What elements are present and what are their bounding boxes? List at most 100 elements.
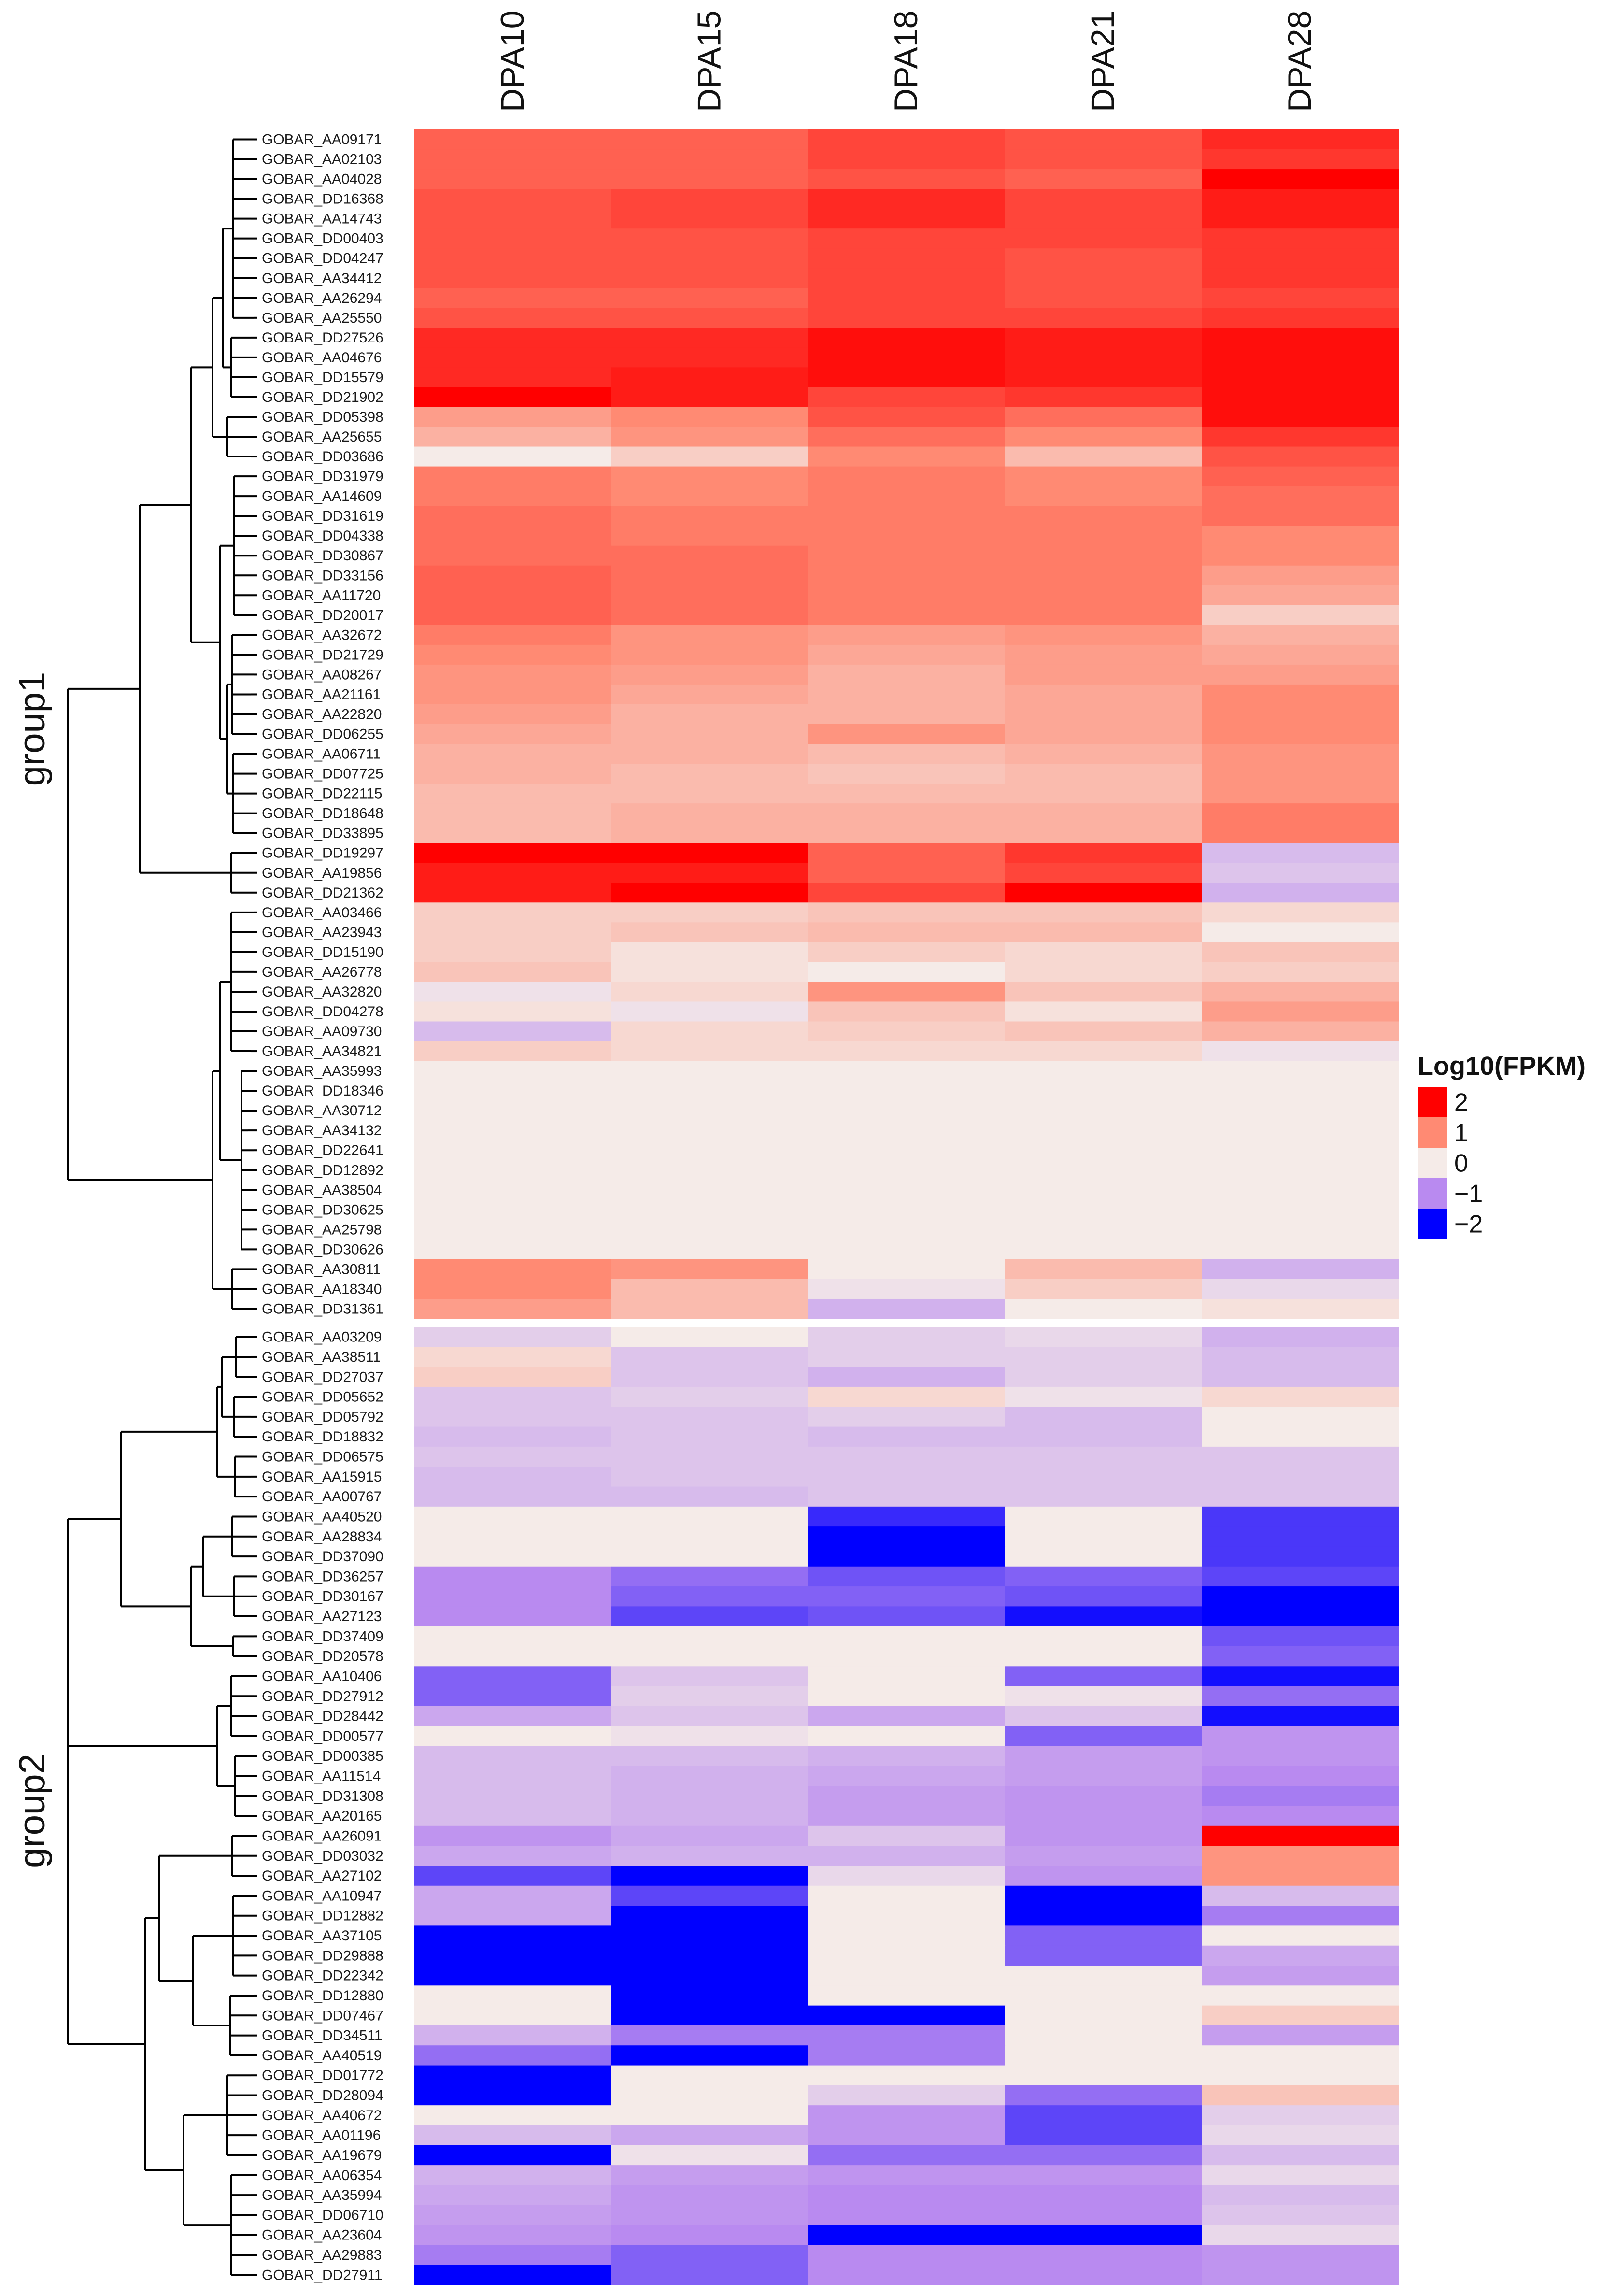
heatmap-cell — [808, 387, 1006, 408]
heatmap-cell — [808, 1666, 1006, 1687]
heatmap-cell — [611, 1347, 808, 1368]
heatmap-cell — [808, 1279, 1006, 1299]
gene-label: GOBAR_DD03032 — [262, 1848, 383, 1864]
gene-label: GOBAR_DD16368 — [262, 191, 383, 207]
heatmap-cell — [414, 2225, 612, 2245]
heatmap-cell — [1202, 2005, 1399, 2026]
heatmap-cell — [1202, 744, 1399, 764]
legend-swatch — [1418, 1117, 1447, 1148]
heatmap-cell — [1005, 625, 1202, 645]
heatmap-cell — [1202, 1686, 1399, 1707]
heatmap-cell — [611, 288, 808, 308]
heatmap-cell — [1005, 1506, 1202, 1527]
heatmap-cell — [414, 1140, 612, 1161]
gene-label: GOBAR_AA29883 — [262, 2247, 382, 2263]
heatmap-cell — [611, 1846, 808, 1867]
heatmap-cell — [1202, 843, 1399, 863]
heatmap-cell — [414, 1506, 612, 1527]
heatmap-cell — [1005, 1606, 1202, 1627]
heatmap-cell — [414, 1081, 612, 1101]
heatmap-cell — [808, 1219, 1006, 1240]
heatmap-cell — [611, 1021, 808, 1042]
heatmap-cell — [1005, 1786, 1202, 1807]
group-labels: group1 group2 — [12, 672, 53, 1868]
heatmap-cell — [808, 446, 1006, 467]
heatmap-cell — [1005, 2005, 1202, 2026]
heatmap-cell — [1202, 1866, 1399, 1886]
heatmap-cell — [1202, 1298, 1399, 1319]
heatmap-cell — [414, 585, 612, 606]
heatmap-cell — [1005, 1566, 1202, 1587]
heatmap-cell — [414, 1686, 612, 1707]
heatmap-cell — [1005, 784, 1202, 804]
heatmap-cell — [414, 1259, 612, 1280]
heatmap-cell — [1202, 1566, 1399, 1587]
heatmap-cell — [1202, 922, 1399, 942]
heatmap-cell — [1005, 328, 1202, 348]
heatmap-cell — [808, 644, 1006, 665]
heatmap-cell — [611, 1467, 808, 1487]
heatmap-cell — [414, 189, 612, 209]
heatmap-cell — [611, 942, 808, 962]
gene-label: GOBAR_AA04028 — [262, 171, 382, 187]
gene-label: GOBAR_AA03466 — [262, 905, 382, 921]
heatmap-cell — [1202, 704, 1399, 725]
heatmap-cell — [808, 1140, 1006, 1161]
heatmap-cell — [1005, 1666, 1202, 1687]
heatmap-cell — [611, 129, 808, 150]
heatmap-cell — [1202, 1407, 1399, 1427]
heatmap-cell — [414, 942, 612, 962]
gene-label: GOBAR_DD04338 — [262, 528, 383, 544]
heatmap-cell — [1202, 1219, 1399, 1240]
heatmap-cell — [414, 1279, 612, 1299]
heatmap-cell — [1005, 1626, 1202, 1647]
gene-label: GOBAR_AA04676 — [262, 350, 382, 366]
heatmap-cell — [611, 764, 808, 784]
heatmap-cell — [414, 1586, 612, 1607]
column-label-dpa28: DPA28 — [1281, 11, 1318, 112]
heatmap-cell — [1202, 407, 1399, 428]
heatmap-cell — [1202, 1199, 1399, 1220]
heatmap-cell — [414, 1766, 612, 1786]
heatmap-cell — [414, 843, 612, 863]
heatmap-cell — [1005, 902, 1202, 923]
heatmap-cells — [414, 129, 1399, 2285]
heatmap-cell — [414, 1825, 612, 1846]
heatmap-cell — [1005, 565, 1202, 586]
heatmap-cell — [611, 506, 808, 527]
heatmap-cell — [414, 823, 612, 843]
heatmap-cell — [1202, 1925, 1399, 1946]
heatmap-cell — [414, 764, 612, 784]
heatmap-cell — [1202, 149, 1399, 170]
gene-label: GOBAR_DD27911 — [262, 2267, 383, 2283]
heatmap-cell — [414, 1566, 612, 1587]
heatmap-cell — [414, 328, 612, 348]
gene-label: GOBAR_AA15915 — [262, 1469, 382, 1485]
legend-tick-label: 1 — [1454, 1119, 1468, 1147]
heatmap-cell — [414, 1925, 612, 1946]
heatmap-cell — [611, 407, 808, 428]
gene-label: GOBAR_DD21362 — [262, 885, 383, 901]
heatmap-cell — [611, 1646, 808, 1667]
gene-label: GOBAR_DD31361 — [262, 1301, 383, 1317]
heatmap-cell — [414, 1239, 612, 1260]
heatmap-cell — [1005, 2145, 1202, 2166]
heatmap-cell — [611, 446, 808, 467]
heatmap-cell — [1202, 2085, 1399, 2106]
heatmap-cell — [1202, 565, 1399, 586]
heatmap-cell — [1005, 209, 1202, 229]
heatmap-cell — [1202, 1945, 1399, 1966]
heatmap-cell — [1202, 902, 1399, 923]
heatmap-cell — [611, 1566, 808, 1587]
heatmap-cell — [1005, 407, 1202, 428]
heatmap-cell — [808, 902, 1006, 923]
heatmap-cell — [1202, 268, 1399, 288]
heatmap-cell — [1202, 764, 1399, 784]
heatmap-cell — [1202, 1486, 1399, 1507]
heatmap-cell — [1202, 387, 1399, 408]
column-label-dpa18: DPA18 — [888, 11, 924, 112]
heatmap-cell — [808, 169, 1006, 189]
heatmap-cell — [1202, 863, 1399, 883]
heatmap-cell — [1202, 1426, 1399, 1447]
heatmap-cell — [1005, 982, 1202, 1002]
